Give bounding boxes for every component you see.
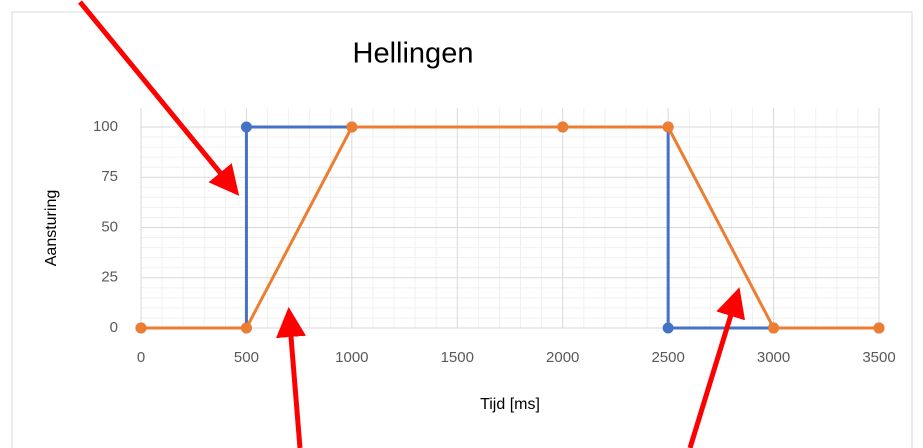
y-tick-label: 0	[110, 319, 118, 336]
annotation-arrows	[78, 0, 745, 448]
y-tick-label: 25	[101, 269, 118, 286]
data-point	[240, 121, 252, 133]
x-tick-label: 0	[137, 349, 145, 366]
x-tick-label: 500	[234, 349, 259, 366]
y-tick-label: 75	[101, 168, 118, 185]
data-point	[662, 322, 674, 334]
data-point	[768, 322, 780, 334]
chart-frame	[11, 11, 913, 448]
data-point	[662, 121, 674, 133]
x-tick-label: 1000	[335, 349, 368, 366]
x-tick-label: 3000	[757, 349, 790, 366]
x-tick-label: 2500	[651, 349, 684, 366]
plot	[135, 121, 885, 334]
data-point	[557, 121, 569, 133]
y-tick-label: 100	[93, 118, 118, 135]
x-axis-label: Tijd [ms]	[480, 396, 540, 413]
x-tick-label: 3500	[862, 349, 895, 366]
data-point	[873, 322, 885, 334]
x-tick-label: 2000	[546, 349, 579, 366]
y-axis-label: Aansturing	[43, 190, 60, 267]
data-point	[240, 322, 252, 334]
arrow	[276, 307, 306, 448]
y-tick-label: 50	[101, 218, 118, 235]
arrow	[687, 287, 745, 448]
data-point	[346, 121, 358, 133]
data-point	[135, 322, 147, 334]
arrow	[78, 0, 240, 196]
x-tick-label: 1500	[441, 349, 474, 366]
chart-title: Hellingen	[353, 38, 474, 70]
